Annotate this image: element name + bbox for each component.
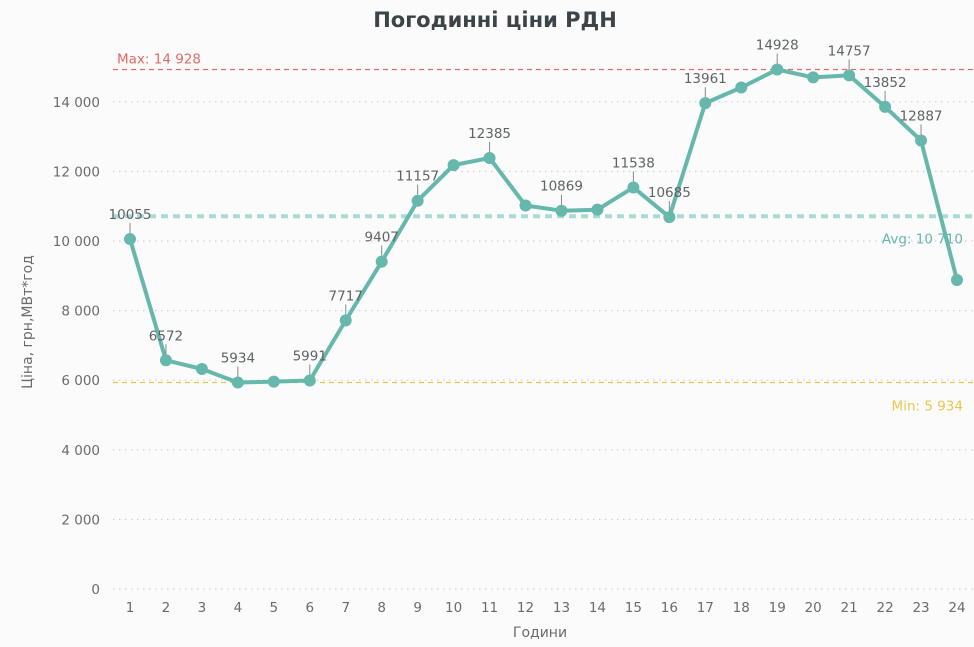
y-tick-label: 4 000 — [61, 443, 100, 459]
x-tick-label: 4 — [234, 600, 243, 616]
y-axis-ticks: 0 2 000 4 000 6 000 8 000 10 000 12 000 14 000 — [53, 95, 100, 598]
data-point — [807, 71, 820, 84]
x-tick-label: 19 — [769, 600, 786, 616]
data-label: 10055 — [109, 207, 152, 223]
x-tick-label: 2 — [162, 600, 171, 616]
x-tick-label: 12 — [517, 600, 534, 616]
data-point — [519, 199, 532, 212]
data-label: 5934 — [221, 350, 255, 366]
series-price — [124, 63, 963, 389]
x-axis-title: Години — [513, 625, 567, 641]
data-label: 12887 — [900, 108, 943, 124]
x-tick-label: 13 — [553, 600, 570, 616]
x-tick-label: 7 — [341, 600, 350, 616]
y-axis-title: Ціна, грн,МВт*год — [20, 255, 36, 389]
data-label: 9407 — [365, 230, 399, 246]
y-tick-label: 0 — [91, 582, 100, 598]
data-point — [555, 204, 568, 217]
data-point — [124, 233, 136, 246]
data-point — [735, 81, 748, 94]
x-tick-label: 6 — [305, 600, 314, 616]
data-label: 11538 — [612, 155, 655, 171]
y-tick-label: 6 000 — [61, 373, 100, 389]
y-tick-label: 14 000 — [53, 95, 100, 111]
data-point — [195, 363, 208, 376]
grid-lines — [113, 101, 974, 590]
data-label: 14757 — [828, 43, 871, 59]
x-tick-label: 16 — [661, 600, 678, 616]
x-tick-label: 11 — [481, 600, 498, 616]
y-tick-label: 2 000 — [61, 512, 100, 528]
data-point — [771, 63, 784, 76]
x-tick-label: 3 — [198, 600, 207, 616]
x-tick-label: 15 — [625, 600, 642, 616]
data-label: 13961 — [684, 71, 727, 87]
x-tick-label: 10 — [445, 600, 462, 616]
data-point — [483, 151, 496, 164]
max-reference-label: Max: 14 928 — [117, 51, 201, 67]
data-point — [303, 374, 316, 387]
min-reference-label: Min: 5 934 — [892, 398, 963, 414]
data-point — [699, 97, 712, 110]
data-label: 6572 — [149, 328, 183, 344]
x-tick-label: 20 — [805, 600, 822, 616]
data-point — [447, 159, 460, 172]
data-label: 12385 — [468, 126, 511, 142]
y-tick-label: 10 000 — [53, 234, 100, 250]
data-point — [627, 181, 640, 194]
data-point — [375, 255, 388, 268]
x-tick-label: 21 — [841, 600, 858, 616]
reference-lines: Max: 14 928 Avg: 10 710 Min: 5 934 — [113, 51, 974, 414]
data-labels: 10055 6572 5934 5991 7717 9407 11157 12385 10869… — [109, 37, 943, 377]
x-tick-label: 22 — [876, 600, 893, 616]
series-line — [128, 67, 959, 385]
y-tick-label: 12 000 — [53, 164, 100, 180]
data-label: 13852 — [864, 75, 907, 91]
x-tick-label: 24 — [948, 600, 965, 616]
x-tick-label: 23 — [912, 600, 929, 616]
data-point — [951, 273, 963, 286]
x-tick-label: 17 — [697, 600, 714, 616]
data-point — [267, 375, 280, 388]
data-point — [591, 203, 604, 216]
data-label: 5991 — [293, 348, 327, 364]
x-tick-label: 1 — [126, 600, 135, 616]
data-point — [663, 211, 676, 224]
avg-reference-label: Avg: 10 710 — [882, 231, 963, 247]
x-tick-label: 14 — [589, 600, 606, 616]
x-tick-label: 5 — [270, 600, 279, 616]
data-point — [843, 69, 856, 82]
data-label: 10869 — [540, 179, 583, 195]
data-point — [339, 314, 352, 327]
data-point — [915, 134, 928, 147]
data-label: 14928 — [756, 37, 799, 53]
x-tick-label: 18 — [733, 600, 750, 616]
data-point — [879, 100, 892, 113]
data-label: 10685 — [648, 185, 691, 201]
y-tick-label: 8 000 — [61, 304, 100, 320]
data-point — [231, 376, 244, 389]
x-tick-label: 9 — [413, 600, 422, 616]
x-axis-ticks: 1 2 3 4 5 6 7 8 9 10 11 12 13 14 15 16 17 18 19 20 21 22 23 24 — [126, 600, 966, 616]
data-point — [411, 194, 424, 207]
data-label: 7717 — [329, 288, 363, 304]
data-label: 11157 — [396, 169, 439, 185]
chart-title: Погодинні ціни РДН — [373, 8, 617, 32]
x-tick-label: 8 — [377, 600, 386, 616]
data-point — [159, 354, 172, 367]
